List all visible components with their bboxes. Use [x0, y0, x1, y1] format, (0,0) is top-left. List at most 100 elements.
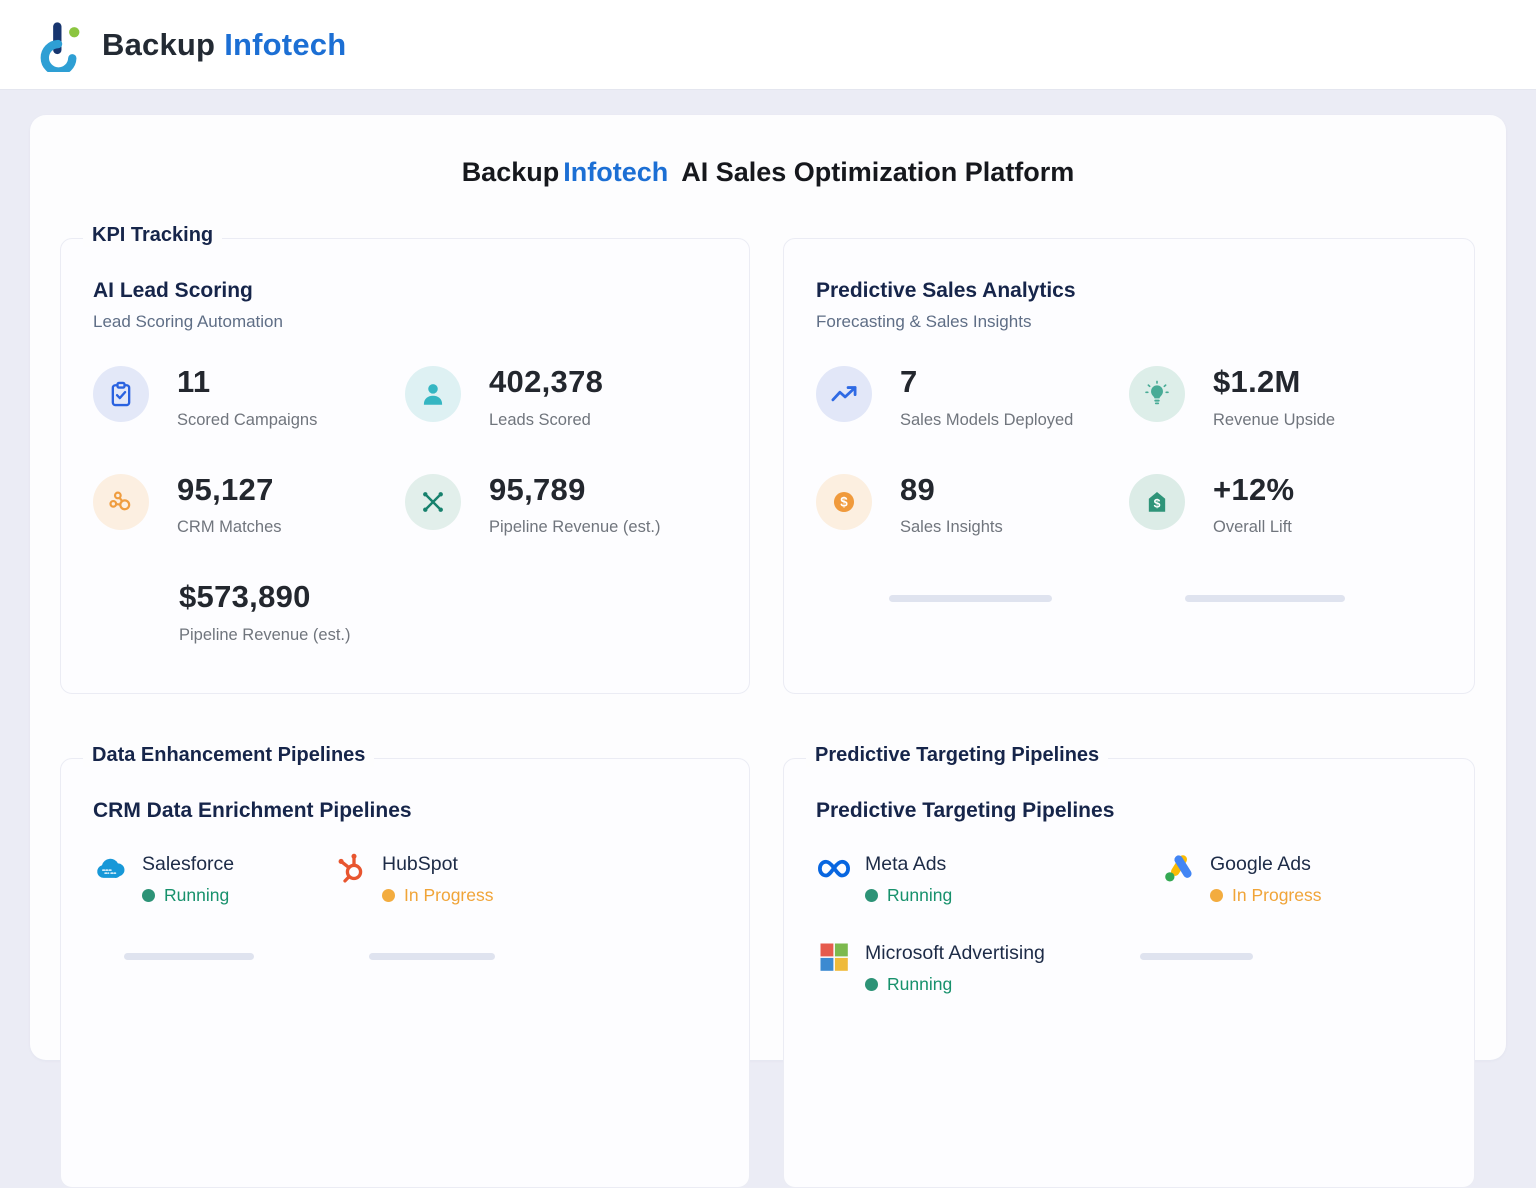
pipeline-status: In Progress [382, 885, 493, 906]
pipeline-info: Microsoft Advertising Running [865, 942, 1045, 995]
stat-text: 7 Sales Models Deployed [900, 364, 1074, 430]
predictive-targeting-legend: Predictive Targeting Pipelines [806, 744, 1109, 767]
stat-value: 95,789 [489, 471, 586, 507]
svg-text:$: $ [840, 494, 848, 509]
stat-label: Overall Lift [1213, 518, 1292, 537]
google-ads-logo [1161, 850, 1197, 886]
stat-value: $573,890 [179, 579, 311, 615]
svg-text:$: $ [1154, 496, 1161, 510]
status-dot-icon [865, 889, 878, 902]
progress-track [124, 953, 254, 960]
pipeline-info: Google Ads In Progress [1210, 853, 1321, 906]
brand-primary: Backup [102, 26, 216, 62]
pipeline-salesforce[interactable]: Salesforce Running [93, 853, 333, 906]
pipeline-microsoft-advertising[interactable]: Microsoft Advertising Running [816, 942, 1161, 995]
status-dot-icon [865, 978, 878, 991]
pipeline-status: Running [865, 885, 952, 906]
predictive-analytics-card: Predictive Sales Analytics Forecasting &… [783, 238, 1475, 694]
title-brand-secondary: Infotech [563, 157, 669, 187]
pipeline-status: Running [142, 885, 234, 906]
stat-text: +12% Overall Lift [1213, 471, 1295, 538]
top-bar: Backup Infotech [0, 0, 1536, 90]
stat-text: 402,378 Leads Scored [489, 364, 604, 430]
stat-text: 11 Scored Campaigns [177, 365, 318, 430]
stat-label: Scored Campaigns [177, 410, 318, 429]
dashboard-grid: KPI Tracking AI Lead Scoring Lead Scorin… [30, 224, 1506, 1188]
card-subtitle: Lead Scoring Automation [93, 312, 283, 331]
stat-sales-models: 7 Sales Models Deployed [816, 364, 1129, 430]
stat-leads-scored: 402,378 Leads Scored [405, 364, 717, 430]
card-title: Predictive Sales Analytics [816, 279, 1076, 302]
card-title: AI Lead Scoring [93, 279, 253, 302]
status-label: In Progress [1232, 885, 1322, 905]
hubspot-logo [333, 850, 369, 886]
backup-infotech-logo-icon [34, 17, 88, 72]
stat-label: Pipeline Revenue (est.) [489, 518, 661, 537]
stat-value: 402,378 [489, 364, 604, 399]
stat-crm-matches: 95,127 CRM Matches [93, 471, 405, 538]
stat-revenue-upside: $1.2M Revenue Upside [1129, 364, 1442, 430]
status-dot-icon [1210, 889, 1223, 902]
status-dot-icon [382, 889, 395, 902]
title-suffix: AI Sales Optimization Platform [681, 157, 1075, 187]
stat-label: Pipeline Revenue (est.) [179, 625, 351, 644]
card-title: Predictive Targeting Pipelines [816, 799, 1115, 822]
pipeline-info: HubSpot In Progress [382, 853, 493, 906]
progress-track [1185, 595, 1345, 602]
network-nodes-icon [93, 473, 149, 530]
pipeline-name: Meta Ads [865, 853, 947, 875]
analytics-stats: 7 Sales Models Deployed $1.2 [816, 364, 1442, 538]
main-panel: Backup Infotech AI Sales Optimization Plat… [30, 115, 1506, 1188]
pipeline-meta-ads[interactable]: Meta Ads Running [816, 853, 1161, 906]
data-enhancement-card: Data Enhancement Pipelines CRM Data Enri… [60, 744, 750, 1188]
stat-value: 95,127 [177, 471, 274, 507]
meta-logo [816, 850, 852, 886]
pipeline-hubspot[interactable]: HubSpot In Progress [333, 853, 717, 906]
status-label: Running [887, 885, 953, 905]
stat-value: $1.2M [1213, 364, 1301, 399]
brand-secondary: Infotech [224, 26, 347, 62]
kpi-stats: 11 Scored Campaigns 402,378 Leads Scored [93, 364, 717, 645]
page-title: Backup Infotech AI Sales Optimization Plat… [30, 115, 1506, 188]
title-brand-primary: Backup [461, 157, 560, 187]
stat-label: Sales Models Deployed [900, 410, 1074, 429]
stat-label: Sales Insights [900, 518, 1003, 537]
stat-pipeline-revenue-total: $573,890 Pipeline Revenue (est.) [93, 581, 717, 645]
status-dot-icon [142, 889, 155, 902]
pipeline-info: Meta Ads Running [865, 853, 952, 906]
card-title: CRM Data Enrichment Pipelines [93, 799, 412, 822]
dollar-coin-icon: $ [816, 473, 872, 530]
kpi-tracking-card: KPI Tracking AI Lead Scoring Lead Scorin… [60, 224, 750, 694]
stat-label: Revenue Upside [1213, 410, 1335, 429]
pipeline-google-ads[interactable]: Google Ads In Progress [1161, 853, 1442, 906]
progress-track [369, 953, 495, 960]
lightbulb-icon [1129, 366, 1185, 422]
status-label: In Progress [404, 885, 494, 905]
clipboard-check-icon [93, 366, 149, 422]
stat-value: 7 [900, 364, 918, 399]
data-enhancement-legend: Data Enhancement Pipelines [83, 744, 375, 767]
predictive-targeting-card: Predictive Targeting Pipelines Predictiv… [783, 744, 1475, 1188]
microsoft-logo [816, 939, 852, 975]
stat-sales-insights: $ 89 Sales Insights [816, 471, 1129, 538]
salesforce-logo [93, 850, 129, 886]
stat-overall-lift: $ +12% Overall Lift [1129, 471, 1442, 538]
stat-text: 95,127 CRM Matches [177, 471, 282, 538]
pipeline-status: Running [865, 974, 1045, 995]
dollar-house-icon: $ [1129, 473, 1185, 530]
stat-text: 95,789 Pipeline Revenue (est.) [489, 471, 661, 538]
enrichment-pipelines: Salesforce Running [93, 853, 717, 906]
stat-text: $1.2M Revenue Upside [1213, 364, 1335, 430]
status-label: Running [887, 974, 953, 994]
stat-scored-campaigns: 11 Scored Campaigns [93, 365, 405, 430]
pipeline-info: Salesforce Running [142, 853, 234, 906]
stat-value: +12% [1213, 471, 1295, 507]
progress-track [1140, 953, 1253, 960]
pipeline-name: Microsoft Advertising [865, 942, 1045, 964]
stat-value: 89 [900, 471, 936, 507]
crossed-paths-icon [405, 473, 461, 530]
stat-label: CRM Matches [177, 518, 282, 537]
card-subtitle: Forecasting & Sales Insights [816, 312, 1032, 331]
targeting-pipelines: Meta Ads Running [816, 853, 1442, 995]
pipeline-name: HubSpot [382, 853, 458, 875]
